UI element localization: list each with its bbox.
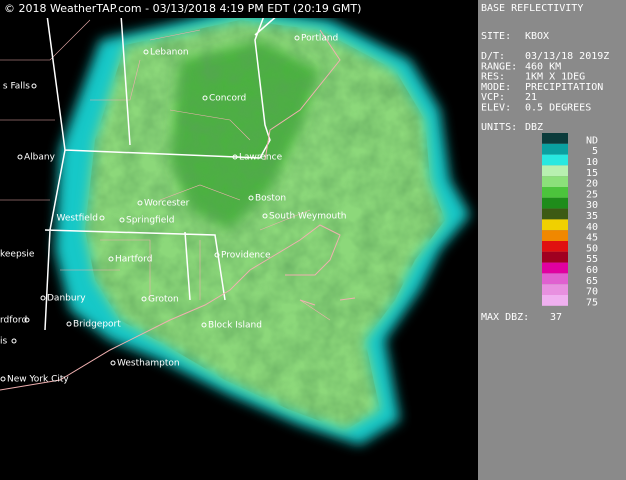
city-label: s Falls: [3, 82, 30, 92]
legend-swatch: [542, 273, 568, 285]
info-panel: BASE REFLECTIVITY SITE: KBOX UNITS: DBZ …: [478, 0, 626, 480]
legend-swatch: [542, 187, 568, 198]
detail-value: PRECIPITATION: [525, 82, 603, 93]
echo: [55, 8, 470, 445]
legend-label: 40: [586, 222, 598, 233]
city-label: keepsie: [0, 250, 35, 260]
detail-label: D/T:: [481, 51, 505, 62]
city-label: New York City: [7, 375, 69, 385]
legend-swatch: [542, 143, 568, 155]
legend-label: 35: [586, 211, 598, 222]
legend-swatch: [542, 295, 568, 306]
city-label: Springfield: [126, 216, 174, 226]
legend-swatch: [542, 241, 568, 252]
legend-swatch: [542, 284, 568, 295]
detail-label: RES:: [481, 72, 505, 83]
legend-label: 45: [586, 233, 598, 244]
city-label: Hartford: [115, 255, 152, 265]
detail-label: MODE:: [481, 82, 511, 93]
legend-label: ND: [586, 135, 598, 146]
detail-label: ELEV:: [481, 103, 511, 114]
legend-swatch: [542, 176, 568, 187]
detail-value: 1KM X 1DEG: [525, 72, 585, 83]
max-label: MAX DBZ:: [481, 312, 529, 323]
city-label: Westfield: [56, 214, 98, 224]
legend-label: 55: [586, 254, 598, 265]
legend-label: 30: [586, 200, 598, 211]
legend-label: 10: [586, 157, 598, 168]
legend-swatch: [542, 154, 568, 166]
city-label: Westhampton: [117, 359, 180, 369]
legend-swatch: [542, 230, 568, 241]
detail-label: VCP:: [481, 92, 505, 103]
city-label: is: [0, 337, 8, 347]
legend-label: 65: [586, 276, 598, 287]
max-value: 37: [550, 312, 562, 323]
city-label: Bridgeport: [73, 320, 121, 330]
detail-value: 460 KM: [525, 61, 561, 72]
header-text: © 2018 WeatherTAP.com - 03/13/2018 4:19 …: [4, 2, 361, 15]
legend-swatch: [542, 251, 568, 263]
city-label: Boston: [255, 194, 286, 204]
legend-label: 60: [586, 265, 598, 276]
site-value: KBOX: [525, 31, 549, 42]
city-label: Worcester: [144, 199, 190, 209]
city-label: Lebanon: [150, 48, 189, 58]
legend-label: 70: [586, 287, 598, 298]
city-label: Concord: [209, 94, 246, 104]
header-bg: [0, 0, 357, 18]
detail-value: 0.5 DEGREES: [525, 103, 591, 114]
city-label: Providence: [221, 251, 271, 261]
legend-swatch: [542, 262, 568, 274]
units-value: DBZ: [525, 122, 543, 133]
city-label: Portland: [301, 34, 338, 44]
legend-label: 20: [586, 179, 598, 190]
panel-title: BASE REFLECTIVITY: [481, 3, 583, 14]
state-lines: [44, 0, 296, 331]
legend-label: 75: [586, 297, 598, 308]
coastline: [0, 29, 356, 391]
radar-map: Portland Lebanon s Falls Concord Lawrenc…: [0, 0, 470, 445]
cities: Portland Lebanon s Falls Concord Lawrenc…: [0, 34, 346, 385]
legend-label: 5: [592, 146, 598, 157]
legend-swatch: [542, 165, 568, 177]
city-label: Albany: [24, 153, 56, 163]
city-label: Lawrence: [239, 153, 283, 163]
city-label: Danbury: [47, 294, 86, 304]
legend-label: 25: [586, 189, 598, 200]
detail-value: 03/13/18 2019Z: [525, 51, 609, 62]
legend-swatch: [542, 219, 568, 231]
legend-label: 15: [586, 168, 598, 179]
county-lines: [0, 19, 331, 321]
city-label: South Weymouth: [269, 212, 346, 222]
legend-swatch: [542, 133, 568, 144]
detail-value: 21: [525, 92, 537, 103]
city-label: Groton: [148, 295, 179, 305]
site-label: SITE:: [481, 31, 511, 42]
units-label: UNITS:: [481, 122, 517, 133]
city-label: rdford: [0, 316, 27, 326]
legend-swatch: [542, 197, 568, 209]
legend-label: 50: [586, 243, 598, 254]
city-label: Block Island: [208, 321, 262, 331]
legend-swatch: [542, 208, 568, 220]
detail-label: RANGE:: [481, 61, 517, 72]
